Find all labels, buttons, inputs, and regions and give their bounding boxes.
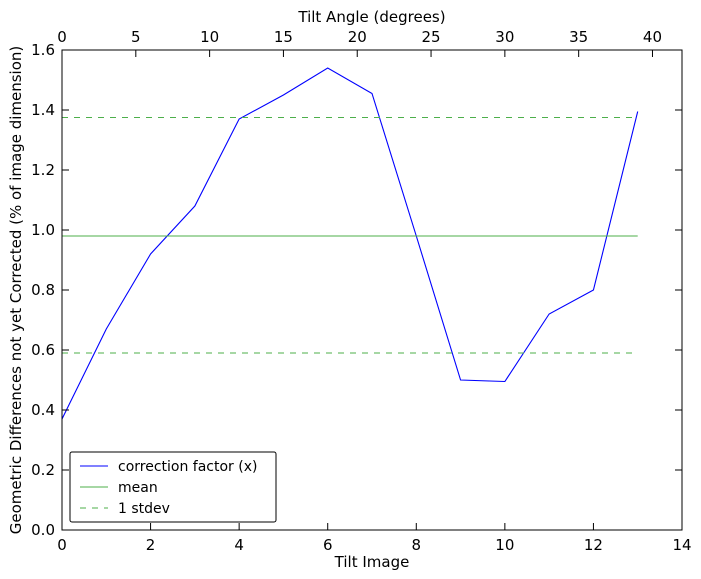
x-tick-label: 12: [584, 536, 603, 554]
top-tick-label: 10: [200, 28, 219, 46]
legend-label: 1 stdev: [118, 501, 170, 517]
top-tick-label: 40: [643, 28, 662, 46]
y-axis-label: Geometric Differences not yet Corrected …: [7, 46, 25, 535]
legend-label: correction factor (x): [118, 459, 257, 475]
y-tick-label: 1.2: [31, 161, 55, 179]
y-tick-label: 1.4: [31, 101, 55, 119]
top-tick-label: 35: [569, 28, 588, 46]
top-tick-label: 25: [422, 28, 441, 46]
x-tick-label: 4: [234, 536, 244, 554]
top-axis-label: Tilt Angle (degrees): [297, 8, 445, 26]
series-line-0: [61, 67, 639, 420]
top-tick-label: 5: [131, 28, 141, 46]
y-tick-label: 0.0: [31, 521, 55, 539]
ticks-layer: 0 2 4 6 8 10 12 140.00.20.40.60.81.01.21.41.60 5…: [31, 28, 691, 554]
x-tick-label: 6: [323, 536, 333, 554]
x-tick-label: 8: [412, 536, 422, 554]
y-tick-label: 0.2: [31, 461, 55, 479]
y-tick-label: 0.6: [31, 341, 55, 359]
legend-box: [69, 451, 277, 523]
x-tick-label: 0: [57, 536, 67, 554]
series-layer: [61, 67, 639, 420]
top-tick-label: 0: [57, 28, 67, 46]
y-tick-label: 1.0: [31, 221, 55, 239]
y-tick-label: 0.4: [31, 401, 55, 419]
legend: correction factor (x) mean 1 stdev: [69, 451, 277, 523]
y-tick-label: 0.8: [31, 281, 55, 299]
legend-label: mean: [118, 480, 158, 496]
x-tick-label: 2: [146, 536, 156, 554]
y-tick-label: 1.6: [31, 41, 55, 59]
top-tick-label: 15: [274, 28, 293, 46]
top-tick-label: 30: [495, 28, 514, 46]
x-axis-label: Tilt Image: [334, 553, 410, 571]
top-tick-label: 20: [348, 28, 367, 46]
x-tick-label: 14: [672, 536, 691, 554]
x-tick-label: 10: [495, 536, 514, 554]
